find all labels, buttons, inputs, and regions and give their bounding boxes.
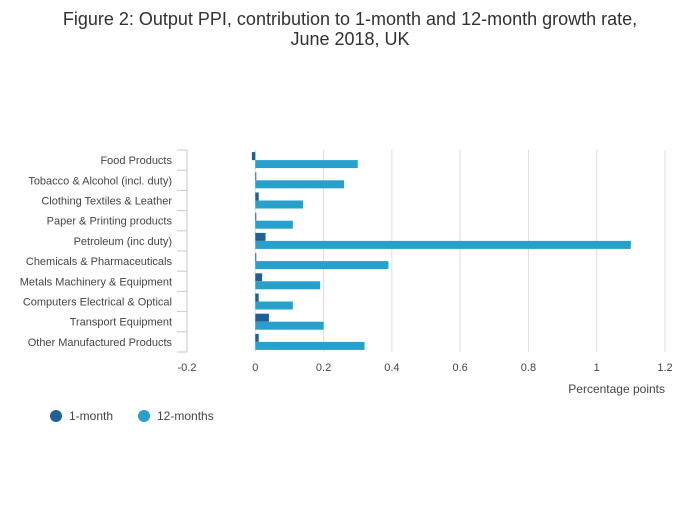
bar-12-months[interactable] [255,180,345,189]
legend-item-12-months[interactable]: 12-months [138,409,214,423]
x-tick-label: 0.6 [452,362,467,374]
category-label: Computers Electrical & Optical [23,297,172,309]
bar-1-month[interactable] [255,192,259,201]
category-label: Paper & Printing products [47,216,173,228]
category-label: Other Manufactured Products [28,337,173,349]
legend-marker [50,410,62,422]
chart-title: Figure 2: Output PPI, contribution to 1-… [63,9,637,49]
bar-1-month[interactable] [255,313,269,322]
x-tick-label: 1.2 [657,362,672,374]
category-label: Tobacco & Alcohol (incl. duty) [28,175,172,187]
category-label: Clothing Textiles & Leather [41,196,172,208]
category-label: Petroleum (inc duty) [74,236,172,248]
bar-12-months[interactable] [255,301,293,310]
x-tick-label: 0.2 [316,362,331,374]
bar-1-month[interactable] [255,293,259,302]
category-label: Chemicals & Pharmaceuticals [26,256,173,268]
category-label: Food Products [100,155,172,167]
x-tick-label: 0.4 [384,362,399,374]
bar-12-months[interactable] [255,200,304,209]
bar-12-months[interactable] [255,321,324,330]
legend[interactable]: 1-month 12-months [50,409,214,423]
legend-marker [138,410,150,422]
x-tick-label: 0.8 [521,362,536,374]
bar-1-month[interactable] [255,333,259,342]
category-label: Metals Machinery & Equipment [20,276,172,288]
bar-12-months[interactable] [255,240,631,249]
bars [251,152,631,350]
x-tick-label: -0.2 [178,362,197,374]
x-axis: -0.2 0 0.2 0.4 0.6 0.8 1 1.2 Percentage points [178,362,673,396]
x-tick-label: 1 [594,362,600,374]
bar-1-month[interactable] [255,253,257,262]
bar-1-month[interactable] [251,152,256,161]
bar-12-months[interactable] [255,261,389,270]
category-label: Transport Equipment [70,317,172,329]
bar-1-month[interactable] [255,212,257,221]
x-axis-title: Percentage points [568,382,665,396]
x-tick-label: 0 [252,362,258,374]
bar-1-month[interactable] [255,232,266,241]
bar-12-months[interactable] [255,341,365,350]
bar-12-months[interactable] [255,281,321,290]
bar-12-months[interactable] [255,160,358,169]
bar-1-month[interactable] [255,273,263,282]
chart-title-line: June 2018, UK [290,29,409,49]
legend-item-1-month[interactable]: 1-month [50,409,113,423]
chart-title-line: Figure 2: Output PPI, contribution to 1-… [63,9,637,29]
category-axis: Food Products Tobacco & Alcohol (incl. du… [20,149,188,353]
bar-12-months[interactable] [255,220,293,229]
legend-label: 12-months [157,409,214,423]
legend-label: 1-month [69,409,113,423]
bar-1-month[interactable] [255,172,257,181]
